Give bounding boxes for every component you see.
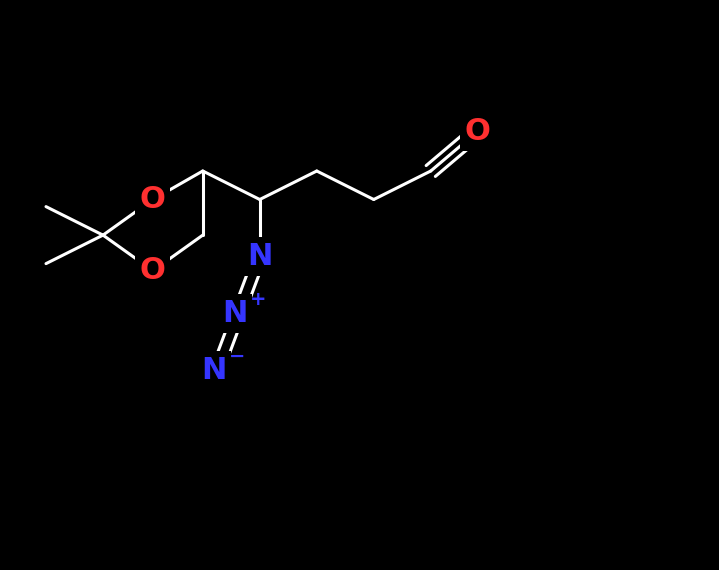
Text: O: O xyxy=(464,117,490,146)
Text: O: O xyxy=(140,185,166,214)
Text: O: O xyxy=(140,256,166,285)
Text: N: N xyxy=(222,299,247,328)
Text: −: − xyxy=(229,347,245,366)
Text: N: N xyxy=(201,356,226,385)
Text: +: + xyxy=(250,290,267,309)
Text: N: N xyxy=(247,242,273,271)
